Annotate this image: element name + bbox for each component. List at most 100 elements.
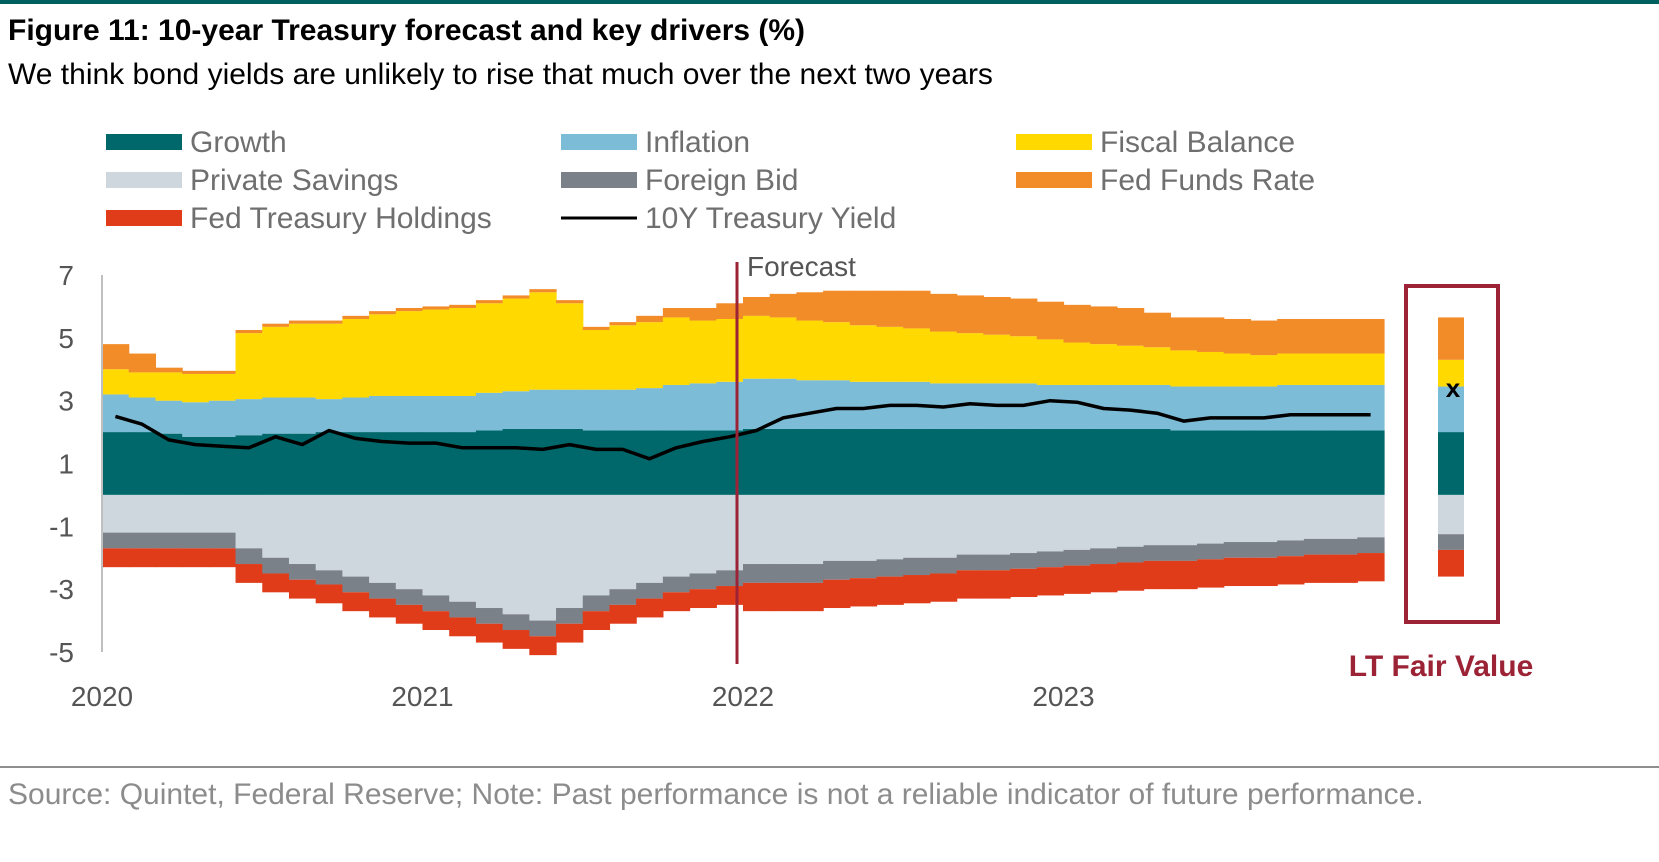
bar-fed-funds-rate: [1143, 312, 1171, 348]
bar-fed-treasury-holdings: [529, 636, 557, 656]
bar-inflation: [395, 395, 424, 433]
bar-fed-treasury-holdings: [1063, 565, 1091, 594]
bar-private-savings: [128, 494, 157, 533]
bar-private-savings: [1063, 494, 1091, 550]
bar-fed-treasury-holdings: [769, 582, 798, 612]
bar-fed-funds-rate: [262, 323, 290, 327]
bar-private-savings: [609, 494, 637, 590]
bar-private-savings: [849, 494, 878, 561]
bar-inflation: [1303, 384, 1332, 431]
bar-fed-treasury-holdings: [556, 623, 584, 643]
bar-foreign-bid: [796, 564, 824, 583]
bar-fed-funds-rate: [1116, 307, 1145, 346]
bar-private-savings: [1090, 494, 1118, 549]
bar-fiscal-balance: [369, 314, 397, 396]
bar-fed-funds-rate: [823, 290, 851, 323]
bar-fed-treasury-holdings: [1090, 564, 1118, 593]
bar-fed-funds-rate: [1010, 298, 1038, 337]
bar-fed-funds-rate: [369, 311, 397, 315]
legend-swatch-fed-funds-rate: [1016, 172, 1092, 188]
bar-fed-funds-rate: [342, 315, 370, 319]
legend-swatch-foreign-bid: [561, 172, 637, 188]
bar-private-savings: [1197, 494, 1225, 544]
bar-private-savings: [662, 494, 691, 577]
y-tick-label: -1: [49, 511, 74, 542]
bar-fed-funds-rate: [689, 307, 717, 321]
bar-fiscal-balance: [235, 333, 263, 400]
legend-swatch-fiscal-balance: [1016, 134, 1092, 150]
bar-growth: [1036, 428, 1065, 495]
bar-fiscal-balance: [609, 325, 637, 390]
bar-growth: [796, 428, 824, 495]
bar-fed-treasury-holdings: [983, 570, 1011, 599]
y-tick-label: 5: [58, 323, 74, 354]
bar-foreign-bid: [876, 559, 904, 577]
bar-fiscal-balance: [743, 315, 771, 379]
bar-growth: [342, 432, 370, 495]
bar-growth: [582, 430, 611, 495]
bar-foreign-bid: [155, 532, 183, 549]
bar-private-savings: [582, 494, 611, 596]
bar-fed-treasury-holdings: [1357, 553, 1385, 582]
bar-private-savings: [342, 494, 370, 577]
bar-fed-treasury-holdings: [449, 617, 477, 637]
bar-private-savings: [529, 494, 557, 621]
bar-fiscal-balance: [102, 369, 130, 395]
bar-inflation: [662, 384, 691, 431]
bar-private-savings: [1303, 494, 1332, 539]
bar-foreign-bid: [128, 532, 157, 549]
bar-fed-funds-rate: [609, 322, 637, 326]
bar-fiscal-balance: [556, 303, 584, 390]
bar-foreign-bid: [609, 589, 637, 605]
bar-private-savings: [956, 494, 984, 555]
bar-fiscal-balance: [1063, 342, 1091, 385]
bar-fed-funds-rate: [395, 307, 424, 312]
y-tick-label: 3: [58, 386, 74, 417]
bar-private-savings: [903, 494, 931, 558]
bar-growth: [983, 428, 1011, 495]
bar-growth: [449, 432, 477, 495]
bar-fed-treasury-holdings: [342, 592, 370, 612]
bar-inflation: [128, 397, 157, 433]
lt-fair-value-marker: x: [1446, 373, 1461, 403]
forecast-label: Forecast: [747, 251, 856, 282]
bar-private-savings: [716, 494, 744, 571]
bar-fiscal-balance: [983, 334, 1011, 384]
bar-growth: [636, 430, 664, 495]
bar-growth: [956, 428, 984, 495]
bar-fed-funds-rate: [876, 290, 904, 327]
lt-fair-value-bar: [1438, 317, 1464, 577]
bar-fed-treasury-holdings: [582, 611, 611, 631]
bar-private-savings: [876, 494, 904, 560]
bar-fiscal-balance: [182, 373, 210, 403]
bar-foreign-bid: [1197, 543, 1225, 560]
bar-fiscal-balance: [1090, 344, 1118, 385]
legend-label-private-savings: Private Savings: [190, 164, 398, 197]
bar-fiscal-balance: [1010, 336, 1038, 384]
bar-fed-treasury-holdings: [288, 579, 317, 599]
bar-inflation: [609, 389, 637, 431]
legend-label-foreign-bid: Foreign Bid: [645, 164, 798, 197]
bar-fiscal-balance: [1330, 353, 1358, 385]
bar-foreign-bid: [369, 582, 397, 599]
bar-fiscal-balance: [1250, 355, 1278, 387]
source-note: Source: Quintet, Federal Reserve; Note: …: [8, 778, 1424, 811]
legend-swatch-growth: [106, 134, 182, 150]
bar-fed-funds-rate: [502, 295, 530, 299]
bar-private-savings: [102, 494, 130, 533]
bar-fed-treasury-holdings: [609, 604, 637, 624]
bar-fed-funds-rate: [716, 303, 744, 319]
bar-foreign-bid: [449, 601, 477, 618]
legend-label-fed-treasury-holdings: Fed Treasury Holdings: [190, 202, 492, 235]
bar-foreign-bid: [956, 554, 984, 571]
bar-fiscal-balance: [315, 323, 343, 400]
legend-swatch-fed-treasury-holdings: [106, 210, 182, 226]
bar-growth: [475, 430, 504, 495]
bar-inflation: [1330, 384, 1358, 431]
bar-foreign-bid: [1330, 538, 1358, 555]
bar-foreign-bid: [1250, 542, 1278, 558]
bar-fed-funds-rate: [1250, 320, 1278, 356]
bar-fed-funds-rate: [102, 344, 130, 370]
bar-fed-funds-rate: [1036, 301, 1065, 340]
bar-foreign-bid: [342, 576, 370, 593]
